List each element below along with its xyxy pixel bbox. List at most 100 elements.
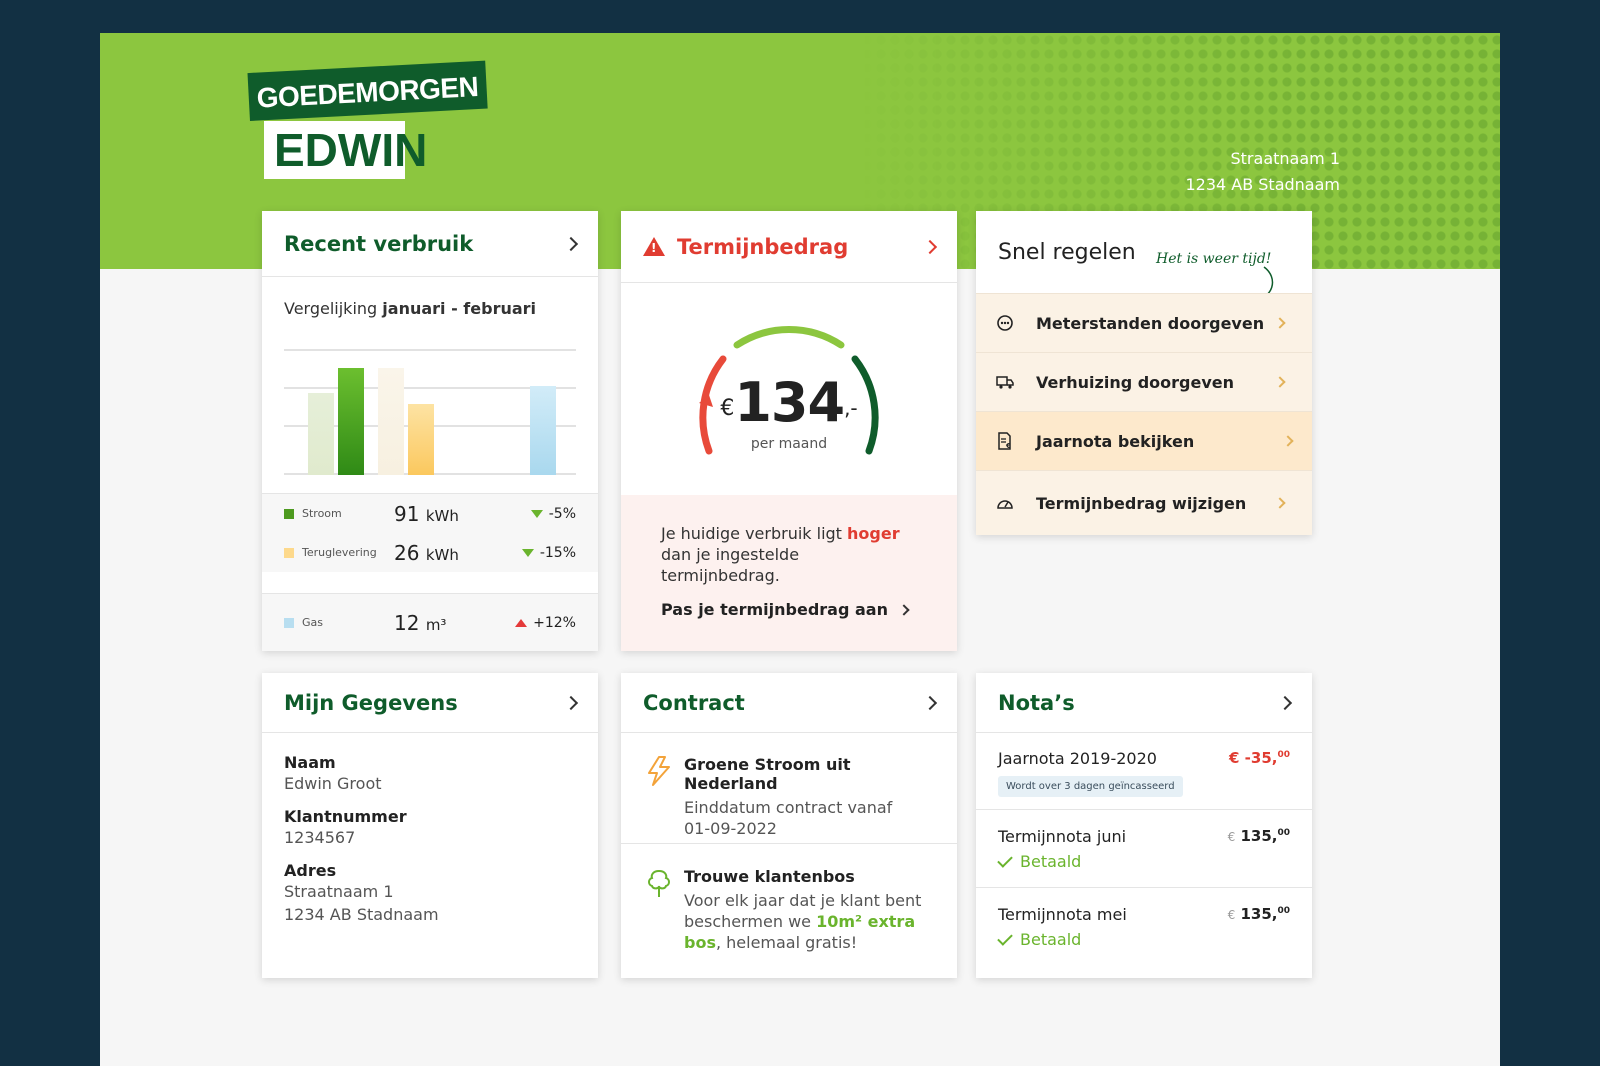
contract-card[interactable]: Contract Groene Stroom uit Nederland Ein…: [621, 673, 957, 978]
quick-action-verhuizing[interactable]: Verhuizing doorgeven: [976, 352, 1312, 411]
paid-status: Betaald: [997, 929, 1290, 949]
amount-gauge: [699, 326, 879, 455]
quick-action-termijnbedrag[interactable]: Termijnbedrag wijzigen: [976, 470, 1312, 535]
snel-regelen-card: Snel regelen Het is weer tijd! Meterstan…: [976, 211, 1312, 535]
stat-unit: kWh: [425, 506, 459, 525]
tree-icon: [648, 869, 670, 897]
greeting-name: EDWIN: [264, 121, 427, 179]
contract-item-stroom: Groene Stroom uit Nederland Einddatum co…: [621, 755, 957, 839]
stat-change: +12%: [515, 615, 576, 631]
stat-label: Stroom: [302, 507, 342, 520]
bar-stroom-1: [308, 393, 334, 475]
quick-action-label: Jaarnota bekijken: [1036, 431, 1195, 451]
field-value-adres-line2: 1234 AB Stadnaam: [284, 905, 439, 924]
nota-amount-cents: 00: [1277, 906, 1290, 916]
contract-header[interactable]: Contract: [621, 673, 957, 733]
termijn-message-panel: Je huidige verbruik ligt hoger dan je in…: [621, 495, 957, 651]
stat-row-gas: Gas 12 m³ +12%: [262, 593, 598, 651]
bar-teruglevering-1: [378, 368, 404, 475]
comparison-subtitle: Vergelijking januari - februari: [262, 277, 598, 318]
chevron-right-icon: [1274, 497, 1286, 509]
chevron-right-icon[interactable]: [922, 695, 938, 710]
desc-highlight: 10m² extra bos: [684, 912, 916, 952]
desc-post: , helemaal gratis!: [715, 933, 858, 952]
warning-icon: [643, 237, 665, 256]
nota-currency: €: [1227, 830, 1236, 844]
nota-amount: € -35,00: [1229, 749, 1290, 767]
mijn-gegevens-header[interactable]: Mijn Gegevens: [262, 673, 598, 733]
check-icon: [997, 929, 1013, 946]
nota-amount-cents: 00: [1277, 828, 1290, 838]
bar-teruglevering-2: [408, 403, 434, 475]
recent-usage-header[interactable]: Recent verbruik: [262, 211, 598, 277]
termijnbedrag-card[interactable]: Termijnbedrag €134,- per maand Je huidig…: [621, 211, 957, 651]
meter-icon: [997, 315, 1013, 331]
header-address: Straatnaam 1 1234 AB Stadnaam: [1185, 146, 1340, 198]
address-line2: 1234 AB Stadnaam: [1185, 175, 1340, 194]
termijn-message: Je huidige verbruik ligt hoger dan je in…: [661, 523, 917, 586]
message-pre: Je huidige verbruik ligt: [661, 524, 848, 543]
gridline: [284, 349, 576, 351]
stat-change: -15%: [521, 545, 576, 561]
nota-title: Termijnnota juni: [998, 827, 1127, 846]
nota-amount-value: € -35,: [1229, 749, 1278, 767]
mijn-gegevens-card[interactable]: Mijn Gegevens Naam Edwin Groot Klantnumm…: [262, 673, 598, 978]
invoice-icon: €: [998, 432, 1011, 450]
stat-row-teruglevering: Teruglevering 26 kWh -15%: [262, 533, 598, 572]
greeting-line1: GOEDEMORGEN: [247, 60, 488, 121]
chevron-right-icon[interactable]: [1277, 695, 1293, 710]
paid-status: Betaald: [997, 851, 1290, 871]
contract-item-desc: Einddatum contract vanaf 01-09-2022: [684, 798, 893, 838]
chevron-right-icon[interactable]: [563, 236, 579, 251]
nota-amount-value: 135,: [1240, 905, 1278, 923]
bar-gas-2: [530, 386, 556, 475]
nota-row-juni[interactable]: Termijnnota juni € 135,00 Betaald: [976, 827, 1312, 871]
notas-card[interactable]: Nota’s Jaarnota 2019-2020 € -35,00 Wordt…: [976, 673, 1312, 978]
trend-down-icon: [521, 548, 534, 557]
notas-header[interactable]: Nota’s: [976, 673, 1312, 733]
amount-period: per maand: [750, 436, 828, 452]
nota-amount: € 135,00: [1228, 827, 1290, 845]
divider: [621, 843, 957, 844]
stat-change-value: -5%: [548, 505, 576, 522]
divider: [976, 887, 1312, 888]
lightning-icon: [648, 756, 670, 786]
termijnbedrag-header[interactable]: Termijnbedrag: [621, 211, 957, 283]
quick-action-meterstanden[interactable]: Meterstanden doorgeven: [976, 293, 1312, 352]
trend-down-icon: [530, 509, 543, 518]
snel-regelen-header: Snel regelen: [976, 211, 1312, 293]
currency-symbol: €: [720, 396, 735, 421]
legend-swatch: [284, 617, 294, 628]
quick-action-label: Meterstanden doorgeven: [1036, 313, 1265, 333]
chevron-right-icon[interactable]: [922, 239, 938, 254]
card-title: Snel regelen: [998, 239, 1136, 265]
chevron-right-icon[interactable]: [563, 695, 579, 710]
amount-value: 134: [734, 371, 845, 434]
stat-value: 12 m³: [394, 611, 514, 635]
message-highlight: hoger: [847, 524, 900, 543]
nota-amount-value: 135,: [1240, 827, 1278, 845]
card-title: Recent verbruik: [284, 231, 474, 256]
stat-label: Teruglevering: [302, 546, 377, 559]
chevron-right-icon: [1274, 317, 1286, 329]
gauge-pointer: [699, 395, 713, 407]
address-line1: Straatnaam 1: [1230, 149, 1341, 168]
field-label-naam: Naam: [284, 753, 336, 772]
nota-row-jaarnota[interactable]: Jaarnota 2019-2020 € -35,00 Wordt over 3…: [976, 749, 1312, 797]
card-title-wrap: Termijnbedrag: [643, 235, 848, 259]
stat-unit: m³: [425, 615, 447, 634]
adjust-termijn-link[interactable]: Pas je termijnbedrag aan: [661, 599, 910, 620]
bar-stroom-2: [338, 368, 364, 475]
recent-usage-card[interactable]: Recent verbruik Vergelijking januari - f…: [262, 211, 598, 651]
contract-item-desc: Voor elk jaar dat je klant bent bescherm…: [684, 890, 935, 953]
card-title: Nota’s: [998, 690, 1075, 715]
card-title: Termijnbedrag: [677, 234, 849, 259]
contract-item-title: Groene Stroom uit Nederland: [684, 755, 851, 793]
field-label-adres: Adres: [284, 861, 337, 880]
nota-row-mei[interactable]: Termijnnota mei € 135,00 Betaald: [976, 905, 1312, 949]
amount-suffix: ,-: [844, 396, 858, 420]
chevron-right-icon: [898, 603, 910, 616]
nota-title: Jaarnota 2019-2020: [998, 749, 1157, 768]
handwritten-note: Het is weer tijd!: [1156, 251, 1272, 267]
quick-action-jaarnota[interactable]: € Jaarnota bekijken: [976, 411, 1312, 470]
